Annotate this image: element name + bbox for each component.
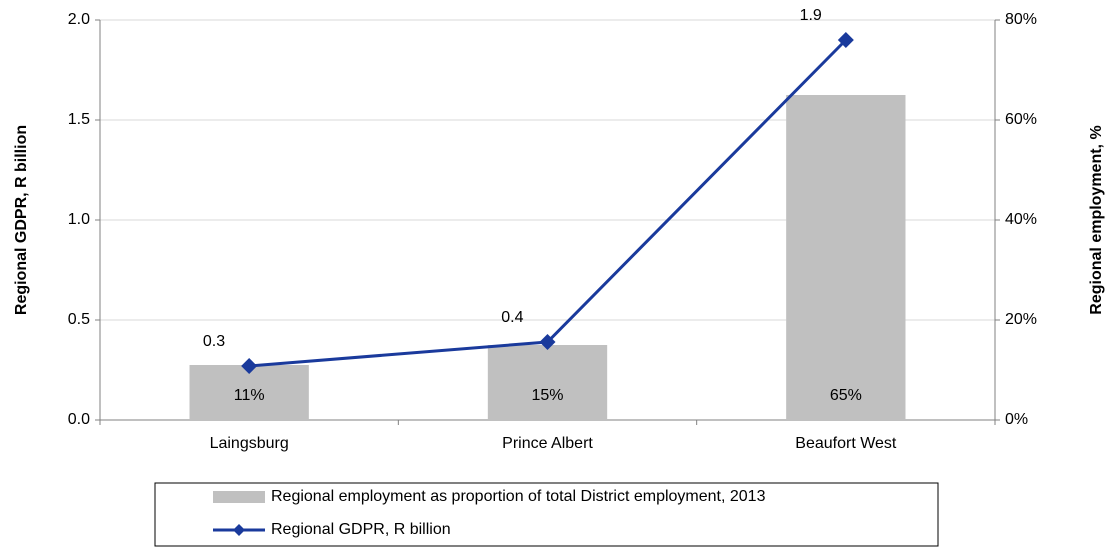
x-tick-label: Laingsburg [210, 435, 289, 452]
bar-value-label: 11% [234, 387, 265, 404]
bar [786, 95, 906, 420]
line [249, 38, 847, 368]
y2-tick-label: 20% [1005, 311, 1037, 328]
bar [487, 345, 608, 420]
legend-box [154, 482, 939, 547]
line-value-label: 0.4 [501, 309, 523, 326]
line-marker [837, 32, 854, 48]
line-value-label: 0.3 [203, 333, 225, 350]
legend-label: Regional employment as proportion of tot… [271, 488, 766, 505]
line-value-label: 1.9 [800, 7, 822, 24]
legend-marker [233, 524, 245, 536]
y2-tick-label: 60% [1005, 111, 1037, 128]
legend-label: Regional GDPR, R billion [271, 521, 451, 538]
y2-tick-label: 80% [1005, 11, 1037, 28]
legend-swatch [213, 491, 265, 503]
y-tick-label: 1.0 [68, 211, 90, 228]
x-tick-label: Prince Albert [502, 435, 593, 452]
y-tick-label: 0.5 [68, 311, 90, 328]
y2-tick-label: 40% [1005, 211, 1037, 228]
y-axis-label: Regional GDPR, R billion [13, 125, 30, 315]
y-tick-label: 2.0 [68, 11, 90, 28]
y2-axis-label: Regional employment, % [1088, 125, 1105, 314]
bar-value-label: 65% [830, 387, 862, 404]
line-marker [241, 358, 258, 374]
y-tick-label: 1.5 [68, 111, 90, 128]
line-marker [539, 334, 556, 350]
bar [189, 365, 309, 420]
bar-value-label: 15% [531, 387, 563, 404]
y-tick-label: 0.0 [68, 411, 90, 428]
x-tick-label: Beaufort West [795, 435, 897, 452]
y2-tick-label: 0% [1005, 411, 1028, 428]
